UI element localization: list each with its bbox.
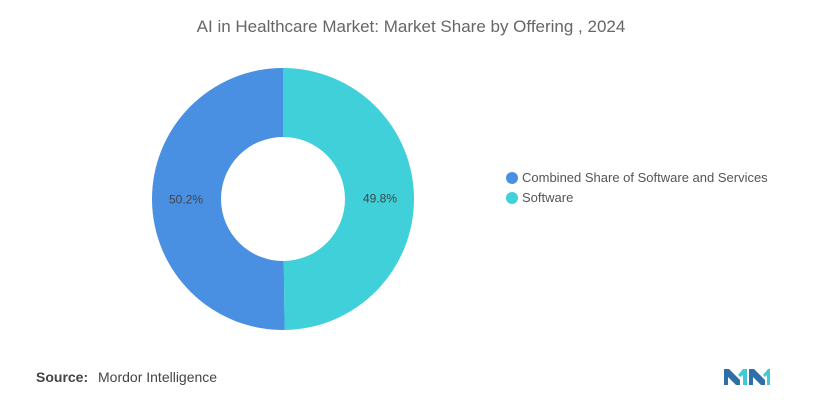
legend-item-combined: Combined Share of Software and Services [506, 168, 768, 187]
chart-title: AI in Healthcare Market: Market Share by… [196, 17, 626, 36]
source-value: Mordor Intelligence [98, 369, 218, 385]
donut-slice-labels: 50.2% 49.8% [169, 191, 397, 206]
chart-legend: Combined Share of Software and Services … [506, 168, 768, 208]
donut-slices [152, 68, 415, 330]
legend-label-combined: Combined Share of Software and Services [522, 170, 768, 185]
donut-slice-combined [152, 68, 285, 330]
donut-slice-software [283, 68, 415, 330]
source-note: Source: Mordor Intelligence [36, 369, 217, 385]
mordor-intelligence-logo-icon [724, 369, 770, 385]
legend-item-software: Software [506, 188, 768, 207]
legend-swatch-combined [506, 171, 518, 184]
legend-label-software: Software [522, 190, 574, 205]
slice-value-label-software: 49.8% [363, 191, 397, 205]
slice-value-label-combined: 50.2% [169, 193, 203, 207]
source-label: Source: [36, 369, 89, 385]
legend-swatch-software [506, 191, 518, 204]
